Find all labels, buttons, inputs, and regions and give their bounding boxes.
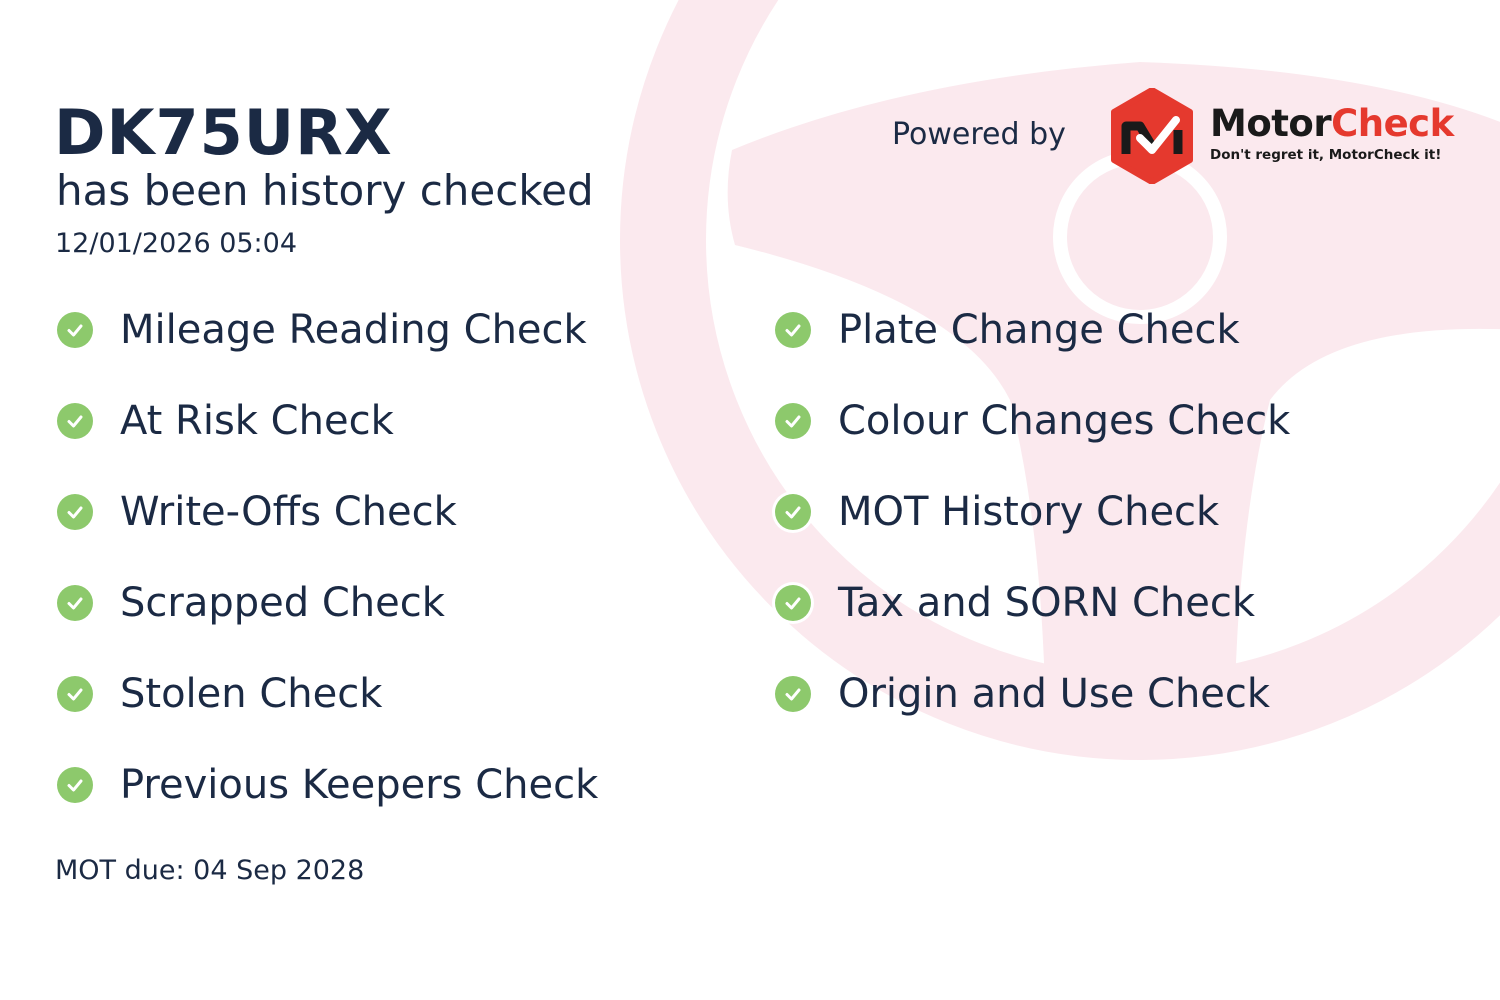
check-item-stolen: Stolen Check (57, 664, 382, 724)
check-item-mot-history: MOT History Check (775, 482, 1219, 542)
check-circle-icon (57, 676, 93, 712)
check-label: At Risk Check (120, 398, 394, 444)
check-circle-icon (775, 494, 811, 530)
motorcheck-logo: MotorCheck Don't regret it, MotorCheck i… (1110, 88, 1455, 184)
logo-word-check: Check (1331, 102, 1454, 145)
motorcheck-hexagon-icon (1111, 88, 1193, 184)
check-label: Mileage Reading Check (120, 307, 587, 353)
mot-due-date: MOT due: 04 Sep 2028 (55, 855, 365, 886)
check-item-tax-sorn: Tax and SORN Check (775, 573, 1255, 633)
logo-tagline: Don't regret it, MotorCheck it! (1210, 147, 1442, 163)
check-label: Previous Keepers Check (120, 762, 599, 808)
check-label: Tax and SORN Check (838, 580, 1256, 626)
check-circle-icon (775, 312, 811, 348)
check-item-plate-change: Plate Change Check (775, 300, 1240, 360)
check-label: Scrapped Check (120, 580, 445, 626)
check-circle-icon (775, 676, 811, 712)
check-label: Stolen Check (120, 671, 383, 717)
check-item-origin-use: Origin and Use Check (775, 664, 1270, 724)
check-item-scrapped: Scrapped Check (57, 573, 445, 633)
check-label: Colour Changes Check (838, 398, 1291, 444)
check-circle-icon (775, 585, 811, 621)
registration-plate: DK75URX (54, 96, 393, 169)
check-label: Origin and Use Check (838, 671, 1271, 717)
subtitle: has been history checked (56, 166, 594, 215)
logo-word-motor: Motor (1210, 102, 1332, 145)
check-label: Plate Change Check (838, 307, 1240, 353)
check-item-previous-keepers: Previous Keepers Check (57, 755, 598, 815)
check-circle-icon (57, 312, 93, 348)
check-item-at-risk: At Risk Check (57, 391, 394, 451)
check-circle-icon (57, 767, 93, 803)
check-datetime: 12/01/2026 05:04 (55, 228, 298, 259)
check-item-colour-changes: Colour Changes Check (775, 391, 1290, 451)
check-label: Write-Offs Check (120, 489, 457, 535)
check-label: MOT History Check (838, 489, 1220, 535)
check-circle-icon (57, 403, 93, 439)
logo-wordmark: MotorCheck (1210, 102, 1454, 145)
powered-by-label: Powered by (892, 117, 1066, 152)
check-item-write-offs: Write-Offs Check (57, 482, 457, 542)
check-item-mileage: Mileage Reading Check (57, 300, 587, 360)
check-circle-icon (775, 403, 811, 439)
check-circle-icon (57, 494, 93, 530)
check-circle-icon (57, 585, 93, 621)
